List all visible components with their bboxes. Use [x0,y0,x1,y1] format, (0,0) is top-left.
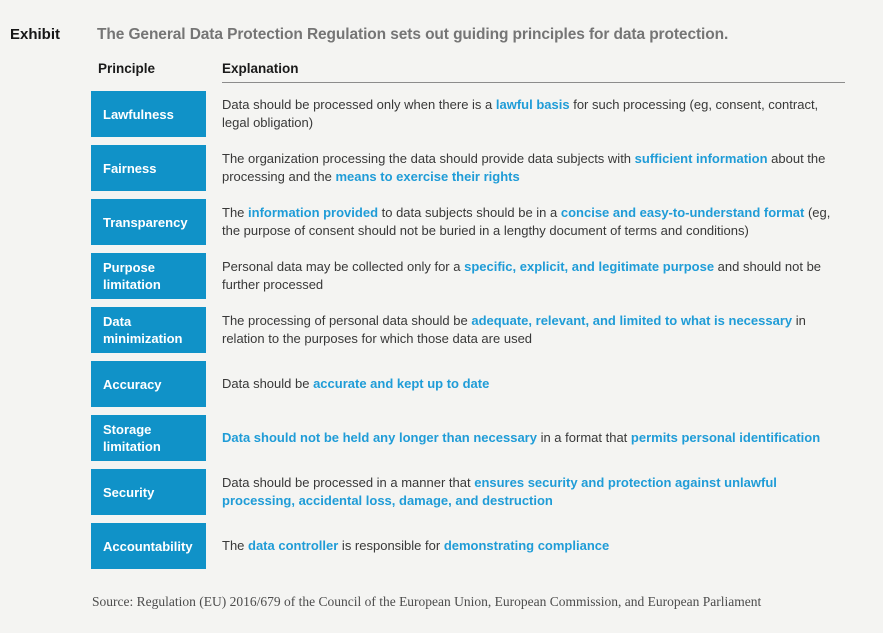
table-row: Fairness The organization processing the … [91,145,845,191]
highlighted-phrase: means to exercise their rights [335,169,520,184]
plain-phrase: The [222,537,249,553]
explanation-cell: Data should be processed in a manner tha… [222,469,845,515]
explanation-cell: Data should not be held any longer than … [222,415,845,461]
principle-label: Lawfulness [103,106,174,122]
principle-cell: Security [91,469,206,515]
principles-table-wrap: Principle Explanation Lawfulness Data sho… [91,61,845,577]
principle-label: Purpose limitation [103,260,161,292]
highlighted-phrase: adequate, relevant, and limited to what … [471,312,793,328]
source-note: Source: Regulation (EU) 2016/679 of the … [92,594,762,609]
highlighted-phrase: permits personal identification [630,429,821,445]
principle-label: Security [103,484,155,500]
plain-phrase: Data should be processed only when there… [222,96,496,112]
principle-label: Storage limitation [103,422,161,454]
principle-label: Fairness [103,160,157,176]
principles-table: Lawfulness Data should be processed only … [91,91,845,569]
plain-phrase: in relation to the purposes for which th… [222,312,806,347]
principle-cell: Lawfulness [91,91,206,137]
principle-label: Accuracy [103,376,162,392]
principle-cell: Storage limitation [91,415,206,461]
principle-label: Data minimization [103,314,183,346]
table-row: Security Data should be processed in a ma… [91,469,845,515]
plain-phrase: about the processing and the [222,150,826,185]
explanation-text: Data should be accurate and kept up to d… [222,375,489,394]
table-row: Accuracy Data should be accurate and kept… [91,361,845,407]
plain-phrase: for such processing (eg, consent, contra… [222,96,819,131]
highlighted-phrase: data controller [248,537,339,553]
explanation-text: Data should not be held any longer than … [222,429,820,448]
principle-cell: Purpose limitation [91,253,206,299]
explanation-text: Data should be processed only when there… [222,96,845,133]
principle-label: Accountability [103,538,193,554]
page-title: The General Data Protection Regulation s… [97,26,729,43]
principle-cell: Fairness [91,145,206,191]
highlighted-phrase: lawful basis [495,96,570,112]
plain-phrase: The organization processing the data sho… [222,150,635,166]
plain-phrase: The [222,204,249,220]
table-header: Principle Explanation [91,61,845,83]
table-row: Purpose limitation Personal data may be c… [91,253,845,299]
column-header-principle: Principle [98,61,156,76]
explanation-text: Data should be processed in a manner tha… [222,474,845,511]
plain-phrase: Personal data may be collected only for … [222,258,465,274]
explanation-cell: The information provided to data subject… [222,199,845,245]
plain-phrase: is responsible for [338,537,444,553]
plain-phrase: The processing of personal data should b… [222,312,472,328]
explanation-cell: The organization processing the data sho… [222,145,845,191]
principle-cell: Transparency [91,199,206,245]
principle-cell: Accuracy [91,361,206,407]
highlighted-phrase: specific, explicit, and legitimate purpo… [464,258,715,274]
exhibit-label: Exhibit [10,26,61,43]
table-row: Data minimization The processing of perso… [91,307,845,353]
explanation-cell: The data controller is responsible for d… [222,523,845,569]
highlighted-phrase: sufficient information [634,150,768,166]
explanation-text: The organization processing the data sho… [222,150,845,187]
highlighted-phrase: demonstrating compliance [443,537,610,553]
column-header-explanation: Explanation [222,61,845,83]
explanation-text: The data controller is responsible for d… [222,537,609,556]
explanation-cell: Personal data may be collected only for … [222,253,845,299]
plain-phrase: (eg, the purpose of consent should not b… [222,204,831,239]
plain-phrase: to data subjects should be in a [378,204,561,220]
explanation-cell: Data should be accurate and kept up to d… [222,361,845,407]
plain-phrase: in a format that [536,429,631,445]
table-row: Lawfulness Data should be processed only … [91,91,845,137]
explanation-cell: The processing of personal data should b… [222,307,845,353]
explanation-text: The information provided to data subject… [222,204,845,241]
explanation-text: The processing of personal data should b… [222,312,845,349]
highlighted-phrase: information provided [248,204,379,220]
principle-cell: Data minimization [91,307,206,353]
highlighted-phrase: Data should not be held any longer than … [222,429,537,445]
highlighted-phrase: accurate and kept up to date [313,375,490,391]
table-row: Transparency The information provided to … [91,199,845,245]
plain-phrase: and should not be further processed [222,258,822,293]
highlighted-phrase: ensures security and protection against … [222,474,777,509]
explanation-cell: Data should be processed only when there… [222,91,845,137]
principle-label: Transparency [103,214,188,230]
explanation-text: Personal data may be collected only for … [222,258,845,295]
table-row: Storage limitation Data should not be hel… [91,415,845,461]
table-row: Accountability The data controller is res… [91,523,845,569]
highlighted-phrase: concise and easy-to-understand format [560,204,805,220]
plain-phrase: Data should be [222,375,314,391]
principle-cell: Accountability [91,523,206,569]
plain-phrase: Data should be processed in a manner tha… [222,474,475,490]
